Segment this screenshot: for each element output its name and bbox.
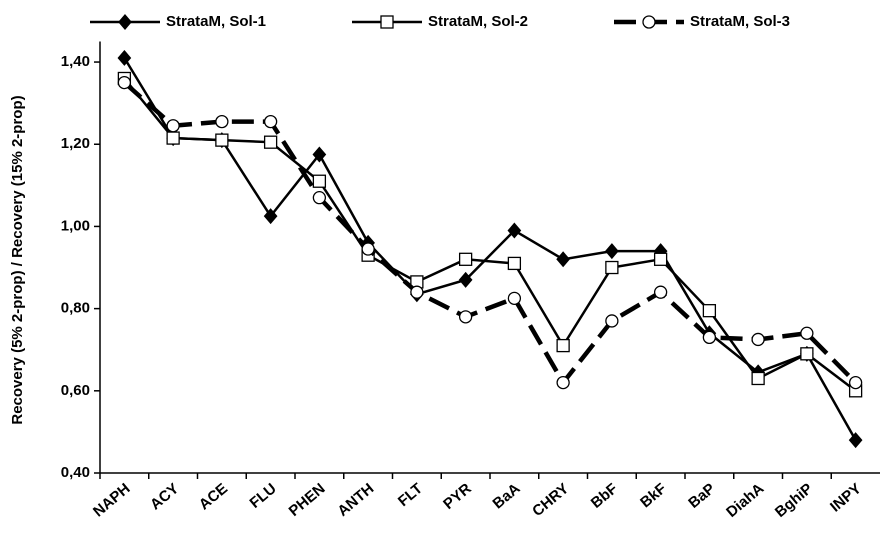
data-point (556, 375, 570, 390)
x-tick-label: PHEN (286, 480, 329, 520)
y-tick-label: 0,60 (61, 382, 90, 399)
data-point (215, 114, 229, 129)
data-point (458, 271, 473, 288)
data-point (263, 135, 278, 149)
y-tick-label: 1,40 (61, 53, 90, 70)
y-tick-label: 0,80 (61, 300, 90, 317)
legend-marker (380, 15, 394, 29)
y-tick-label: 0,40 (61, 464, 90, 481)
data-point (556, 251, 570, 268)
y-axis-label: Recovery (5% 2-prop) / Recovery (15% 2-p… (9, 95, 26, 424)
data-point (312, 174, 327, 188)
data-point (605, 260, 619, 275)
data-point (507, 222, 522, 239)
data-point (605, 243, 619, 260)
data-point (166, 131, 180, 145)
data-point (751, 332, 765, 347)
x-tick-label: NAPH (90, 480, 133, 520)
data-point (215, 133, 229, 147)
data-point (166, 119, 180, 133)
data-point (653, 252, 668, 266)
y-tick-label: 1,20 (61, 135, 90, 152)
data-point (751, 371, 765, 386)
series-line (123, 57, 857, 441)
legend-label: StrataM, Sol-2 (428, 13, 528, 30)
x-tick-label: DiahA (723, 480, 767, 521)
legend-label: StrataM, Sol-3 (690, 13, 790, 30)
data-point (507, 291, 522, 305)
x-tick-label: ACY (147, 480, 182, 513)
data-point (702, 304, 717, 318)
data-point (848, 375, 863, 390)
x-tick-label: ANTH (334, 480, 377, 520)
data-point (410, 285, 424, 299)
data-point (507, 256, 522, 271)
data-point (458, 310, 473, 324)
data-point (800, 347, 814, 361)
data-point (556, 338, 570, 353)
y-tick-label: 1,00 (61, 217, 90, 234)
data-point (263, 114, 278, 129)
x-tick-label: FLT (395, 480, 426, 510)
data-point (800, 326, 814, 340)
data-point (653, 285, 668, 299)
data-point (458, 252, 473, 266)
x-tick-label: BaA (490, 480, 524, 512)
x-tick-label: PYR (440, 480, 475, 513)
data-point (117, 75, 132, 90)
legend-marker (118, 14, 132, 30)
x-tick-label: BbF (588, 480, 621, 512)
x-tick-label: INPY (827, 480, 865, 516)
x-tick-label: BghiP (772, 480, 816, 521)
data-point (702, 330, 717, 345)
x-tick-label: CHRY (529, 480, 572, 520)
data-point (312, 191, 327, 205)
data-point (312, 146, 327, 163)
data-point (605, 314, 619, 328)
data-point (361, 242, 375, 256)
data-point (117, 49, 132, 66)
x-tick-label: BkF (637, 480, 670, 511)
data-point (263, 208, 278, 225)
series-line (122, 80, 858, 387)
legend-marker (642, 15, 656, 29)
x-tick-label: ACE (196, 480, 231, 513)
legend-label: StrataM, Sol-1 (166, 13, 266, 30)
x-tick-label: BaP (685, 480, 718, 512)
data-point (848, 432, 863, 449)
series-line (123, 77, 857, 392)
x-tick-label: FLU (246, 480, 279, 512)
